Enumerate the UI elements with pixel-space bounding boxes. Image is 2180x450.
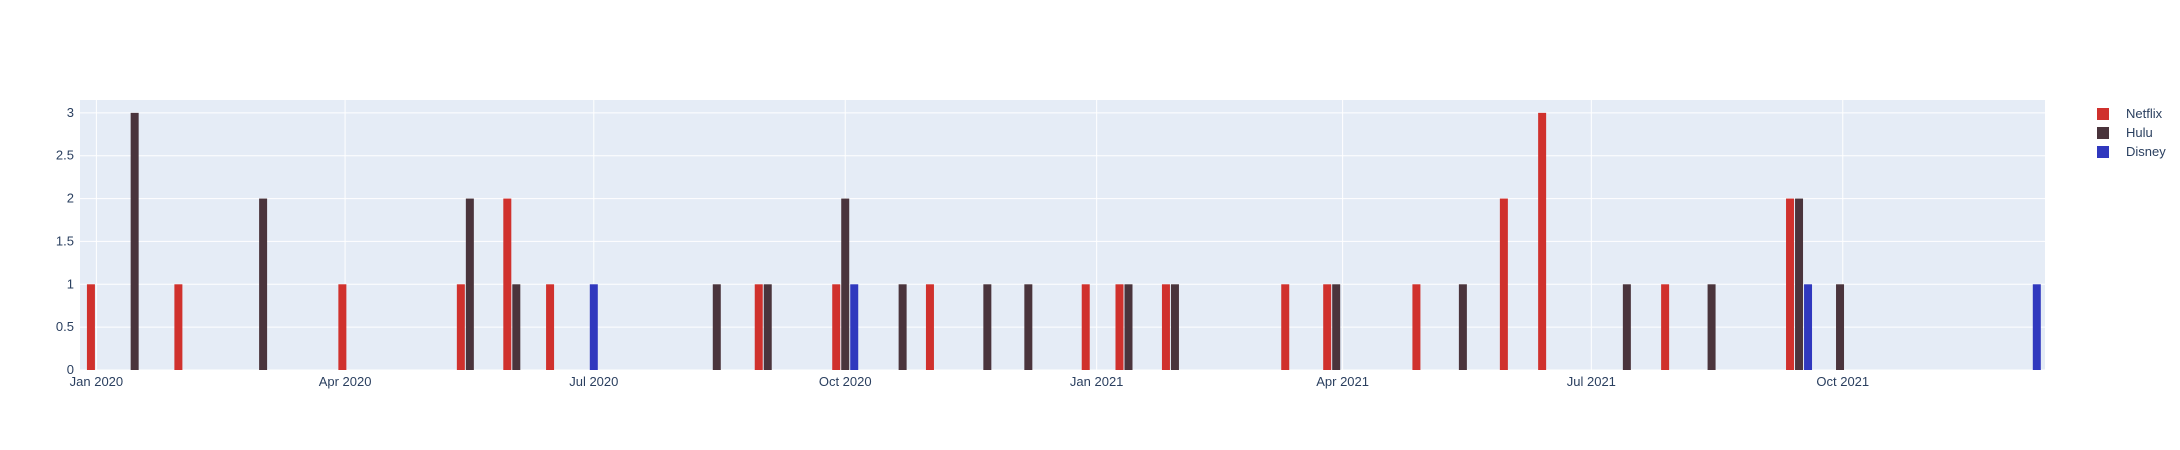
y-tick-label: 2 <box>67 191 74 206</box>
x-tick-label: Jul 2020 <box>569 374 618 389</box>
bar-disney[interactable] <box>1804 284 1813 370</box>
x-tick-label: Jan 2020 <box>70 374 124 389</box>
bar-netflix[interactable] <box>1115 284 1124 370</box>
x-tick-label: Apr 2021 <box>1316 374 1369 389</box>
bar-hulu[interactable] <box>1170 284 1179 370</box>
x-tick-label: Jul 2021 <box>1567 374 1616 389</box>
bar-hulu[interactable] <box>1622 284 1631 370</box>
bar-netflix[interactable] <box>1499 198 1508 370</box>
bar-hulu[interactable] <box>1458 284 1467 370</box>
bar-hulu[interactable] <box>1795 198 1804 370</box>
x-tick-label: Jan 2021 <box>1070 374 1124 389</box>
legend-swatch <box>2097 146 2109 158</box>
y-tick-label: 0.5 <box>56 319 74 334</box>
legend-swatch <box>2097 108 2109 120</box>
bar-netflix[interactable] <box>1281 284 1290 370</box>
bar-netflix[interactable] <box>925 284 934 370</box>
x-tick-label: Oct 2021 <box>1816 374 1869 389</box>
bar-disney[interactable] <box>2032 284 2041 370</box>
legend: Netflix Hulu Disney <box>2097 106 2166 159</box>
bar-hulu[interactable] <box>259 198 268 370</box>
bar-disney[interactable] <box>850 284 859 370</box>
bar-hulu[interactable] <box>1332 284 1341 370</box>
bar-hulu[interactable] <box>512 284 521 370</box>
bar-hulu[interactable] <box>841 198 850 370</box>
bar-hulu[interactable] <box>130 112 139 370</box>
y-tick-label: 2.5 <box>56 148 74 163</box>
bar-hulu[interactable] <box>1836 284 1845 370</box>
bar-netflix[interactable] <box>1081 284 1090 370</box>
bar-netflix[interactable] <box>546 284 555 370</box>
bar-hulu[interactable] <box>1024 284 1033 370</box>
y-tick-label: 3 <box>67 105 74 120</box>
bar-netflix[interactable] <box>1323 284 1332 370</box>
bar-netflix[interactable] <box>338 284 347 370</box>
y-tick-label: 0 <box>67 362 74 377</box>
bar-netflix[interactable] <box>456 284 465 370</box>
bar-netflix[interactable] <box>174 284 183 370</box>
bar-hulu[interactable] <box>465 198 474 370</box>
legend-swatch <box>2097 127 2109 139</box>
bar-hulu[interactable] <box>1124 284 1133 370</box>
legend-entry-disney[interactable]: Disney <box>2126 144 2166 159</box>
bar-netflix[interactable] <box>832 284 841 370</box>
bar-netflix[interactable] <box>1412 284 1421 370</box>
y-tick-label: 1 <box>67 276 74 291</box>
y-axis-ticks: 0 0.5 1 1.5 2 2.5 3 <box>56 105 74 377</box>
bar-netflix[interactable] <box>754 284 763 370</box>
plot-background <box>80 100 2045 370</box>
bar-hulu[interactable] <box>712 284 721 370</box>
bar-hulu[interactable] <box>983 284 992 370</box>
bar-hulu[interactable] <box>1707 284 1716 370</box>
x-axis-ticks: Jan 2020 Apr 2020 Jul 2020 Oct 2020 Jan 2021… <box>70 374 1869 389</box>
bar-netflix[interactable] <box>503 198 512 370</box>
bar-disney[interactable] <box>589 284 598 370</box>
gridlines <box>80 100 2045 371</box>
y-tick-label: 1.5 <box>56 233 74 248</box>
bar-hulu[interactable] <box>763 284 772 370</box>
bar-netflix[interactable] <box>1161 284 1170 370</box>
x-tick-label: Oct 2020 <box>819 374 872 389</box>
legend-entry-hulu[interactable]: Hulu <box>2126 125 2153 140</box>
legend-entry-netflix[interactable]: Netflix <box>2126 106 2163 121</box>
bar-hulu[interactable] <box>898 284 907 370</box>
x-tick-label: Apr 2020 <box>319 374 372 389</box>
bar-netflix[interactable] <box>1538 112 1547 370</box>
bar-netflix[interactable] <box>86 284 95 370</box>
bar-netflix[interactable] <box>1661 284 1670 370</box>
bar-netflix[interactable] <box>1786 198 1795 370</box>
bars <box>86 112 2041 370</box>
